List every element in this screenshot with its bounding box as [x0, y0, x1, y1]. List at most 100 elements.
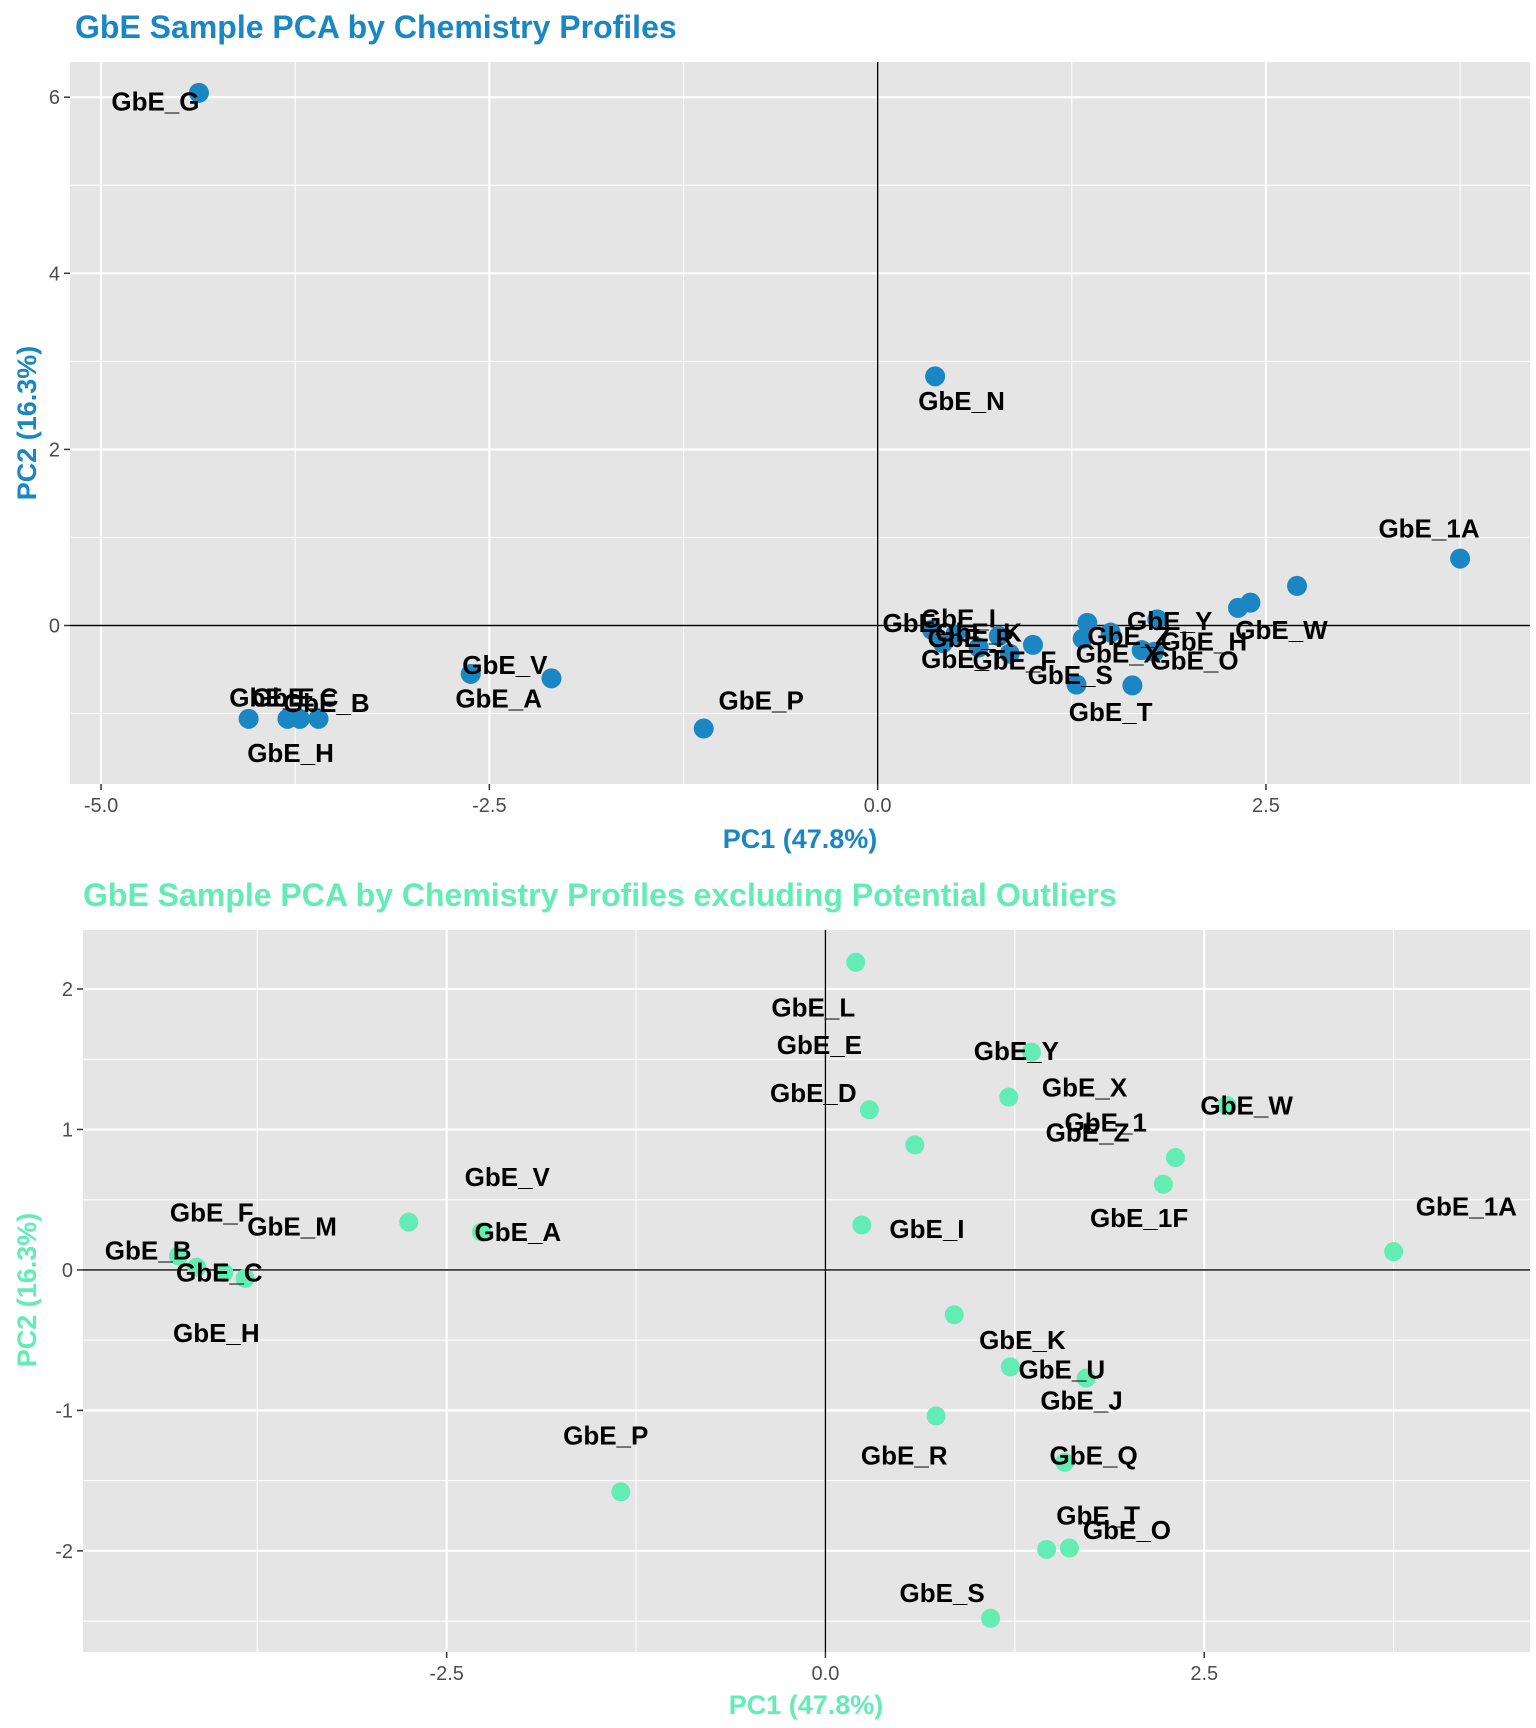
point-label: GbE_O: [1083, 1515, 1171, 1545]
point-label: GbE_H: [1160, 626, 1247, 656]
data-point: [968, 637, 989, 658]
data-point: [1217, 1096, 1237, 1116]
data-point: [1022, 634, 1043, 655]
data-point: [981, 1608, 1001, 1628]
point-label: GbE_H: [247, 738, 334, 768]
point-label: GbE_1: [1065, 1107, 1147, 1137]
chart-title: GbE Sample PCA by Chemistry Profiles exc…: [83, 877, 1117, 913]
point-label: GbE_I: [921, 603, 996, 633]
pca-chart-all-samples: GbE Sample PCA by Chemistry Profiles 0 2 4…: [12, 9, 1530, 854]
data-point: [168, 1246, 188, 1266]
y-tick-label: 0: [62, 1260, 73, 1282]
point-label: GbE_F: [170, 1197, 254, 1227]
y-tick-label: -2: [55, 1541, 73, 1563]
chart-title: GbE Sample PCA by Chemistry Profiles: [75, 9, 677, 45]
data-point: [399, 1212, 419, 1232]
data-point: [541, 668, 562, 689]
point-label: GbE_H: [173, 1318, 260, 1348]
pca-chart-excluding-outliers: GbE Sample PCA by Chemistry Profiles exc…: [12, 877, 1530, 1720]
x-tick-label: 0.0: [864, 795, 892, 817]
data-point: [925, 366, 946, 387]
point-label: GbE_X: [1042, 1072, 1128, 1102]
data-point: [1059, 1538, 1079, 1558]
point-label: GbE_W: [1200, 1091, 1293, 1121]
data-point: [846, 952, 866, 972]
data-point: [1228, 597, 1248, 618]
data-point: [1072, 628, 1093, 649]
data-point: [289, 708, 310, 729]
data-point: [1037, 1539, 1057, 1559]
point-label: GbE_T: [921, 644, 1005, 674]
y-tick-label: 6: [49, 87, 60, 109]
y-tick-label: 2: [62, 979, 73, 1001]
data-point: [1077, 612, 1098, 633]
point-label: GbE_P: [719, 685, 804, 715]
point-label: GbE_S: [1028, 660, 1113, 690]
y-tick-label: 4: [49, 263, 60, 285]
point-label: GbE_1A: [1378, 514, 1479, 544]
y-tick-label: -1: [55, 1400, 73, 1422]
data-point: [1122, 675, 1143, 696]
data-point: [1066, 674, 1087, 695]
point-label: GbE_A: [475, 1217, 562, 1247]
point-label: GbE_Y: [1127, 606, 1212, 636]
point-label: GbE_Q: [1050, 1440, 1138, 1470]
data-point: [999, 1087, 1019, 1107]
point-label: GbE_E: [229, 683, 314, 713]
point-label: GbE_U: [1018, 1355, 1105, 1385]
point-label: GbE_B: [283, 688, 370, 718]
data-point: [308, 708, 329, 729]
point-label: GbE_R: [861, 1440, 948, 1470]
data-point: [188, 82, 209, 103]
data-point: [926, 1406, 946, 1426]
data-point: [611, 1482, 631, 1502]
data-point: [1147, 609, 1168, 630]
point-label: GbE_T: [1069, 697, 1153, 727]
point-label: GbE_Z: [1046, 1117, 1130, 1147]
point-label: GbE_T: [1056, 1501, 1140, 1531]
data-point: [1022, 1042, 1042, 1062]
data-point: [214, 1263, 234, 1283]
x-tick-label: -2.5: [472, 795, 506, 817]
data-point: [932, 633, 953, 654]
point-label: GbE_E: [777, 1030, 862, 1060]
data-point: [235, 1268, 255, 1288]
data-point: [859, 1100, 879, 1120]
x-axis-title: PC1 (47.8%): [729, 1690, 884, 1720]
point-label: GbE_Y: [974, 1036, 1059, 1066]
x-tick-label: 0.0: [812, 1663, 840, 1685]
data-point: [1076, 1368, 1096, 1388]
data-point: [852, 1215, 872, 1235]
point-label: GbE_R: [928, 623, 1015, 653]
point-label: GbE_: [883, 608, 951, 638]
point-label: GbE_F: [972, 646, 1056, 676]
point-label: GbE_B: [105, 1235, 192, 1265]
y-axis-title: PC2 (16.3%): [12, 1213, 42, 1368]
point-label: GbE_M: [247, 1211, 337, 1241]
x-tick-label: 2.5: [1252, 795, 1280, 817]
point-label: GbE_K: [935, 618, 1022, 648]
point-label: GbE_X: [1076, 639, 1162, 669]
point-label: GbE_W: [1235, 615, 1328, 645]
data-point: [999, 643, 1020, 664]
point-label: GbE_J: [1040, 1386, 1122, 1416]
data-point: [1100, 622, 1121, 643]
data-point: [1450, 548, 1471, 569]
point-label: GbE_1F: [1090, 1203, 1188, 1233]
point-label: GbE_D: [770, 1078, 857, 1108]
data-point: [922, 619, 943, 640]
data-point: [187, 1257, 207, 1277]
point-label: GbE_A: [455, 684, 542, 714]
point-label: GbE_Z: [1087, 621, 1171, 651]
point-label: GbE_1A: [1416, 1192, 1517, 1222]
data-point: [1153, 1174, 1173, 1194]
point-label: GbE_C: [176, 1258, 263, 1288]
point-label: GbE_S: [899, 1578, 984, 1608]
point-label: GbE_C: [252, 683, 339, 713]
data-point: [1000, 1357, 1020, 1377]
point-label: GbE_I: [889, 1214, 964, 1244]
data-point: [1055, 1452, 1075, 1472]
data-point: [693, 718, 714, 739]
panel-background: [70, 62, 1530, 784]
